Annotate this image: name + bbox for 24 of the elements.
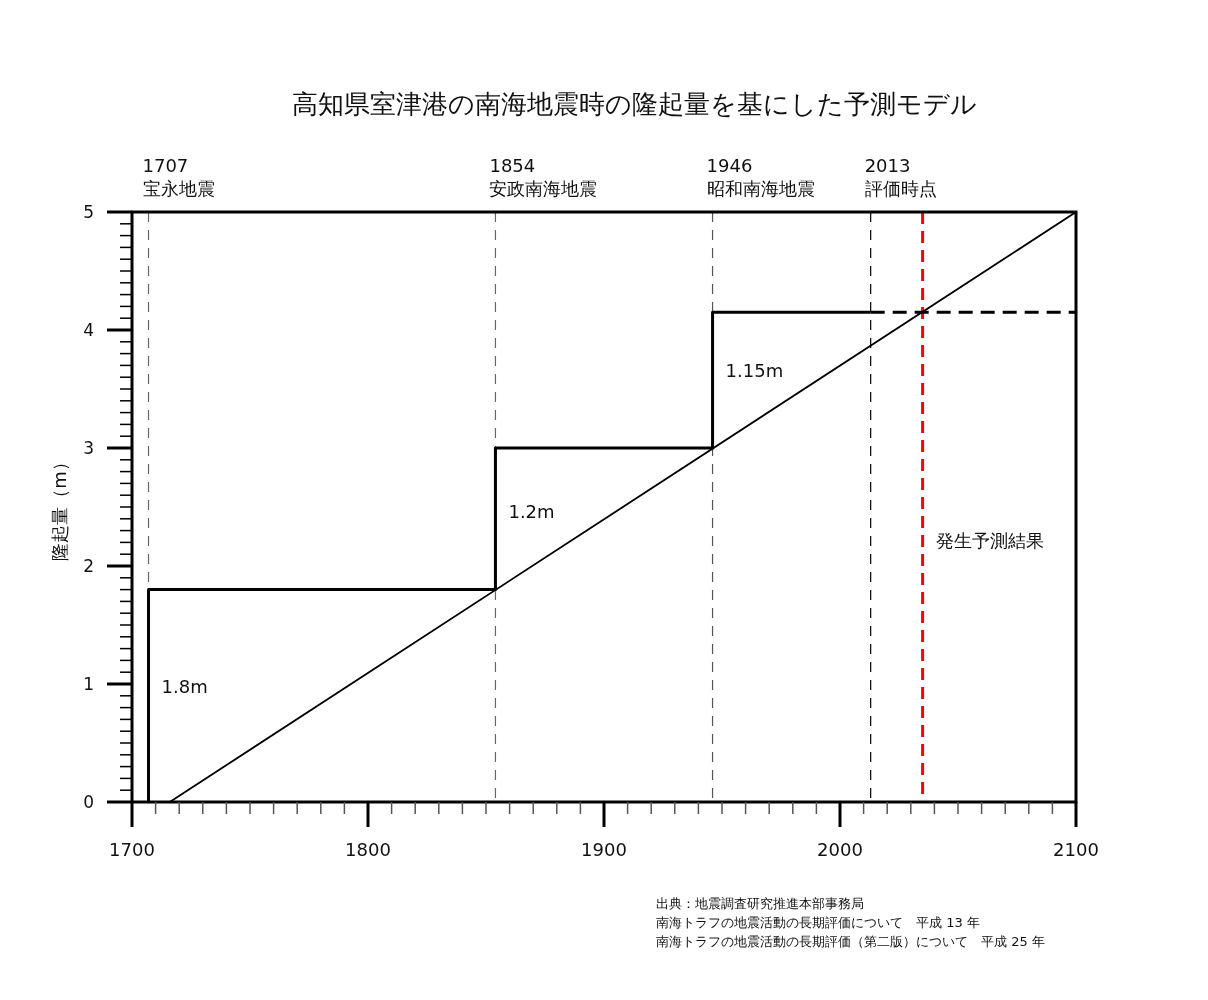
chart-title: 高知県室津港の南海地震時の隆起量を基にした予測モデル xyxy=(291,89,977,119)
y-axis-title: 隆起量（m） xyxy=(49,453,70,561)
ref-line-label: 1854 安政南海地震 xyxy=(489,155,598,199)
y-tick-label: 1 xyxy=(83,674,94,694)
x-tick-label: 1900 xyxy=(581,839,627,860)
annotation: 発生予測結果 xyxy=(935,530,1044,552)
annotation: 1.8m xyxy=(161,676,208,698)
y-tick-label: 4 xyxy=(83,320,94,340)
ref-line-label: 1946 昭和南海地震 xyxy=(706,155,815,199)
text: 南海トラフの地震活動の長期評価（第二版）について 平成 25 年 xyxy=(656,934,1045,949)
y-tick-label: 2 xyxy=(83,556,94,576)
x-tick-label: 1800 xyxy=(345,839,391,860)
x-tick-label: 2100 xyxy=(1053,839,1099,860)
text: 南海トラフの地震活動の長期評価について 平成 13 年 xyxy=(656,915,980,930)
ref-line-label: 2013 評価時点 xyxy=(864,155,937,199)
x-tick-label: 1700 xyxy=(109,839,155,860)
x-tick-label: 2000 xyxy=(817,839,863,860)
y-tick-label: 5 xyxy=(83,202,94,222)
y-tick-label: 3 xyxy=(83,438,94,458)
annotation: 1.15m xyxy=(725,360,784,382)
annotation: 1.2m xyxy=(508,500,555,522)
y-tick-label: 0 xyxy=(83,792,94,812)
ref-line-label: 1707 宝永地震 xyxy=(142,155,215,199)
source-note: 出典：地震調査研究推進本部事務局 xyxy=(656,896,864,911)
